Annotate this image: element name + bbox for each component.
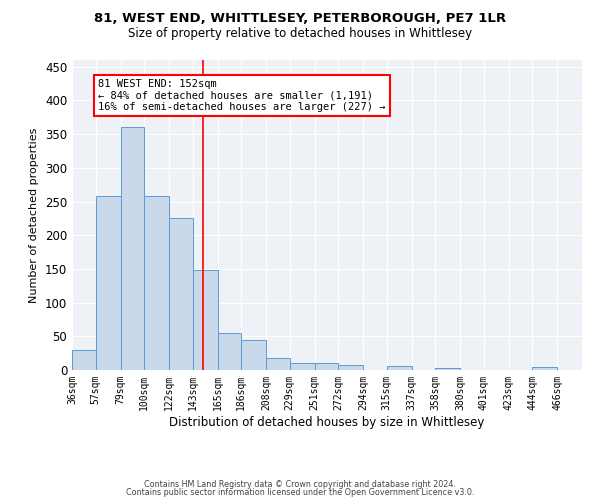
Bar [532, 368, 557, 370]
Bar [314, 362, 338, 370]
Bar [169, 218, 193, 370]
Bar [338, 366, 363, 370]
Bar [121, 128, 144, 370]
Text: Contains public sector information licensed under the Open Government Licence v3: Contains public sector information licen… [126, 488, 474, 497]
Bar [95, 196, 121, 370]
Bar [193, 270, 218, 370]
Text: Size of property relative to detached houses in Whittlesey: Size of property relative to detached ho… [128, 28, 472, 40]
Bar [241, 340, 266, 370]
Bar [144, 196, 169, 370]
Bar [387, 366, 412, 370]
Bar [72, 350, 95, 370]
Text: 81 WEST END: 152sqm
← 84% of detached houses are smaller (1,191)
16% of semi-det: 81 WEST END: 152sqm ← 84% of detached ho… [98, 79, 385, 112]
Text: Contains HM Land Registry data © Crown copyright and database right 2024.: Contains HM Land Registry data © Crown c… [144, 480, 456, 489]
Y-axis label: Number of detached properties: Number of detached properties [29, 128, 40, 302]
Text: 81, WEST END, WHITTLESEY, PETERBOROUGH, PE7 1LR: 81, WEST END, WHITTLESEY, PETERBOROUGH, … [94, 12, 506, 26]
X-axis label: Distribution of detached houses by size in Whittlesey: Distribution of detached houses by size … [169, 416, 485, 428]
Bar [436, 368, 460, 370]
Bar [218, 333, 241, 370]
Bar [290, 362, 314, 370]
Bar [266, 358, 290, 370]
